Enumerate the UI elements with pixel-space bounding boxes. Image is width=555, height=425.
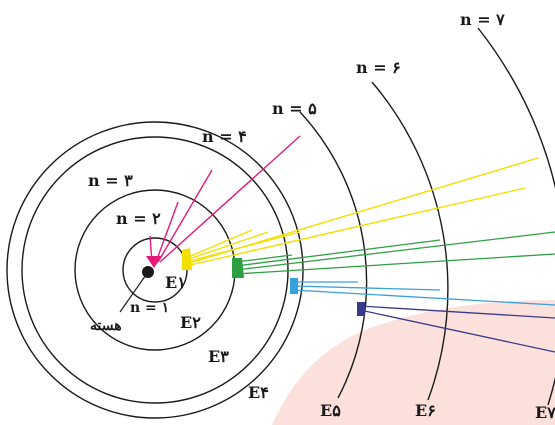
label-n6: n = ۶ [356, 58, 401, 77]
label-e1: E۱ [165, 273, 186, 292]
orbit-n3 [21, 136, 289, 404]
nucleus-pointer [119, 271, 149, 313]
transition-6-2 [185, 157, 539, 265]
transition-5-3 [235, 239, 441, 267]
transition-4-2 [185, 231, 269, 261]
arrowhead-n3 [232, 258, 244, 278]
orbit-n5 [299, 111, 368, 399]
label-e2: E۲ [180, 313, 201, 332]
transition-6-3 [235, 231, 555, 271]
label-n5: n = ۵ [272, 99, 317, 118]
transition-4-3 [235, 254, 293, 263]
transitions-to-n3 [232, 231, 555, 278]
transitions-to-n1 [146, 135, 301, 268]
label-n1: n = ۱ [130, 300, 169, 316]
arrowhead-n5 [357, 302, 365, 316]
label-e7: E۷ [535, 403, 555, 422]
transition-7-2 [185, 187, 526, 267]
transitions-to-n4 [290, 278, 555, 306]
transitions-to-n2 [182, 157, 539, 270]
label-n4: n = ۴ [202, 127, 247, 146]
transition-3-2 [185, 229, 253, 259]
label-e5: E۵ [320, 401, 341, 420]
orbit-n1 [122, 237, 188, 303]
label-e4: E۴ [248, 383, 269, 402]
orbit-n7 [477, 27, 555, 406]
transitions-to-n5 [357, 302, 555, 353]
label-n7: n = ۷ [460, 10, 505, 29]
arrowhead-n2 [182, 248, 192, 270]
label-e3: E۳ [208, 347, 229, 366]
label-e6: E۶ [415, 401, 436, 420]
transition-6-4 [292, 285, 441, 291]
orbit-n4-outer [6, 121, 304, 419]
orbit-n6 [371, 81, 449, 401]
transition-6-5 [359, 305, 555, 319]
arrowhead-n1 [146, 256, 162, 268]
transition-4-1 [157, 169, 213, 263]
arrowhead-n4 [290, 278, 298, 294]
shaded-region [272, 300, 555, 425]
transition-7-5 [359, 309, 555, 353]
label-n2: n = ۲ [116, 209, 161, 228]
transition-5-1 [159, 135, 301, 263]
transition-7-4 [292, 289, 555, 306]
transition-7-3 [235, 253, 555, 275]
nucleus-label: هسته [90, 318, 122, 334]
label-n3: n = ۳ [88, 171, 133, 190]
transition-3-1 [155, 201, 179, 263]
